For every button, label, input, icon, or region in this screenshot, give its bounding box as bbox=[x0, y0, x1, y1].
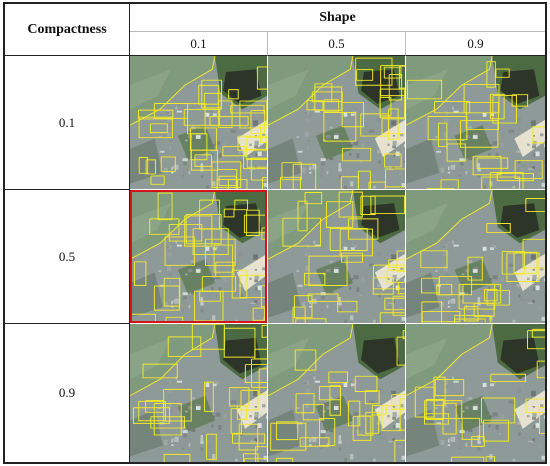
segmentation-thumbnail bbox=[406, 190, 545, 323]
shape-header: Shape bbox=[130, 4, 545, 32]
segmentation-thumbnail bbox=[268, 324, 405, 462]
compactness-row-label: 0.5 bbox=[5, 190, 130, 324]
compactness-row-label: 0.9 bbox=[5, 324, 130, 462]
shape-col-header: 0.5 bbox=[268, 32, 406, 56]
results-table: Compactness Shape 0.1 0.5 0.9 0.1 0.5 0.… bbox=[3, 2, 547, 464]
shape-col-header: 0.9 bbox=[406, 32, 545, 56]
segmentation-thumbnail bbox=[130, 56, 267, 189]
segmentation-thumbnail bbox=[268, 56, 405, 189]
segmentation-thumbnail bbox=[268, 190, 405, 323]
compactness-row-label: 0.1 bbox=[5, 56, 130, 190]
segmentation-thumbnail bbox=[130, 324, 267, 462]
segmentation-thumbnail bbox=[406, 324, 545, 462]
segmentation-thumbnail bbox=[406, 56, 545, 189]
selected-thumbnail bbox=[130, 190, 267, 323]
compactness-header: Compactness bbox=[5, 4, 130, 56]
shape-col-header: 0.1 bbox=[130, 32, 268, 56]
